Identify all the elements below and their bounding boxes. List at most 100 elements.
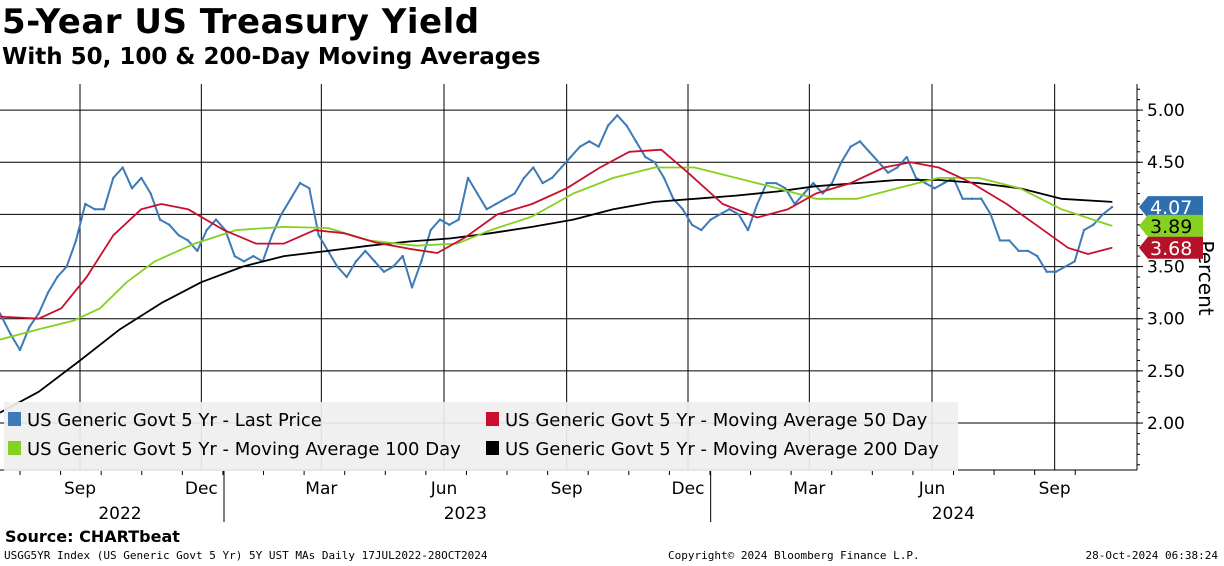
data-point bbox=[149, 192, 152, 195]
data-point bbox=[802, 192, 806, 195]
data-point bbox=[886, 171, 890, 174]
data-point bbox=[242, 265, 244, 268]
x-tick-label: Dec bbox=[185, 479, 218, 499]
data-point bbox=[112, 234, 114, 236]
data-point bbox=[1073, 260, 1076, 263]
value-tag bbox=[1139, 236, 1203, 259]
data-point bbox=[186, 239, 190, 242]
data-point bbox=[200, 281, 202, 283]
data-point bbox=[214, 218, 218, 221]
x-tick-label: Sep bbox=[64, 479, 96, 499]
data-point bbox=[681, 207, 684, 211]
data-point bbox=[541, 181, 544, 185]
data-point bbox=[0, 312, 2, 315]
data-point bbox=[102, 207, 106, 211]
data-point bbox=[314, 229, 316, 231]
data-point bbox=[597, 145, 600, 148]
data-point bbox=[99, 307, 101, 309]
data-point bbox=[654, 166, 656, 169]
data-point bbox=[612, 208, 614, 210]
data-point bbox=[466, 176, 470, 180]
y-tick-label: 4.50 bbox=[1147, 153, 1185, 173]
data-point bbox=[1008, 239, 1011, 242]
data-point bbox=[382, 270, 386, 273]
data-point bbox=[784, 187, 787, 190]
data-point bbox=[578, 145, 582, 148]
data-point bbox=[485, 207, 488, 211]
data-point bbox=[1036, 254, 1039, 258]
legend-label: US Generic Govt 5 Yr - Moving Average 20… bbox=[505, 439, 939, 460]
data-point bbox=[550, 176, 554, 180]
data-point bbox=[700, 228, 703, 232]
data-point bbox=[1082, 228, 1086, 232]
data-point bbox=[1060, 198, 1062, 200]
data-point bbox=[625, 124, 628, 127]
data-point bbox=[896, 187, 898, 189]
data-point bbox=[86, 276, 88, 278]
data-point bbox=[1019, 187, 1021, 189]
x-tick-label: Jun bbox=[430, 479, 458, 499]
data-point bbox=[746, 228, 750, 232]
data-point bbox=[38, 328, 40, 330]
data-point bbox=[373, 260, 376, 263]
chart-subtitle: With 50, 100 & 200-Day Moving Averages bbox=[2, 44, 541, 70]
legend-swatch bbox=[8, 412, 21, 426]
data-point bbox=[496, 213, 498, 216]
data-point bbox=[1060, 208, 1062, 210]
data-point bbox=[368, 245, 370, 247]
data-point bbox=[429, 228, 432, 232]
source-note: Source: CHARTbeat bbox=[5, 527, 180, 546]
data-point bbox=[121, 166, 124, 169]
data-point bbox=[709, 218, 712, 221]
data-point bbox=[140, 176, 143, 180]
data-point bbox=[327, 227, 329, 229]
data-point bbox=[56, 275, 59, 279]
data-point bbox=[283, 243, 285, 245]
data-point bbox=[942, 181, 946, 185]
data-point bbox=[883, 166, 885, 169]
x-tick-label: Sep bbox=[1039, 479, 1071, 499]
data-point bbox=[628, 151, 630, 153]
data-point bbox=[205, 228, 208, 232]
data-point bbox=[1111, 201, 1113, 203]
data-point bbox=[0, 412, 1, 414]
series-line-ma200 bbox=[0, 179, 1113, 414]
data-point bbox=[343, 232, 345, 234]
data-point bbox=[457, 218, 460, 221]
y-tick-label: 2.00 bbox=[1147, 414, 1185, 434]
data-point bbox=[856, 182, 858, 184]
data-point bbox=[18, 348, 22, 352]
data-point bbox=[531, 215, 533, 218]
data-point bbox=[896, 166, 899, 169]
data-point bbox=[93, 207, 96, 211]
data-point bbox=[765, 181, 768, 185]
data-point bbox=[415, 245, 417, 247]
data-point bbox=[924, 181, 927, 185]
data-point bbox=[79, 359, 81, 362]
data-point bbox=[1064, 265, 1067, 268]
data-point bbox=[662, 176, 666, 180]
data-point bbox=[464, 236, 466, 238]
data-point bbox=[112, 176, 115, 180]
data-point bbox=[1092, 223, 1095, 227]
series-line-ma50 bbox=[0, 148, 1113, 320]
data-point bbox=[494, 202, 498, 206]
data-point bbox=[1067, 247, 1069, 249]
data-point bbox=[910, 161, 912, 163]
data-point bbox=[722, 203, 724, 205]
y-tick-label: 3.00 bbox=[1147, 310, 1185, 330]
data-point bbox=[283, 226, 285, 228]
data-point bbox=[737, 213, 740, 216]
year-label: 2022 bbox=[98, 504, 141, 524]
data-point bbox=[1035, 224, 1037, 226]
data-point bbox=[1017, 249, 1020, 253]
data-point bbox=[194, 243, 196, 245]
data-point bbox=[270, 234, 274, 237]
data-point bbox=[38, 391, 40, 393]
data-point bbox=[868, 150, 871, 154]
y-tick-label: 2.50 bbox=[1147, 362, 1185, 382]
data-point bbox=[978, 182, 980, 184]
data-point bbox=[1045, 270, 1048, 273]
chart-title: 5-Year US Treasury Yield bbox=[2, 2, 480, 42]
legend-swatch bbox=[486, 441, 499, 455]
